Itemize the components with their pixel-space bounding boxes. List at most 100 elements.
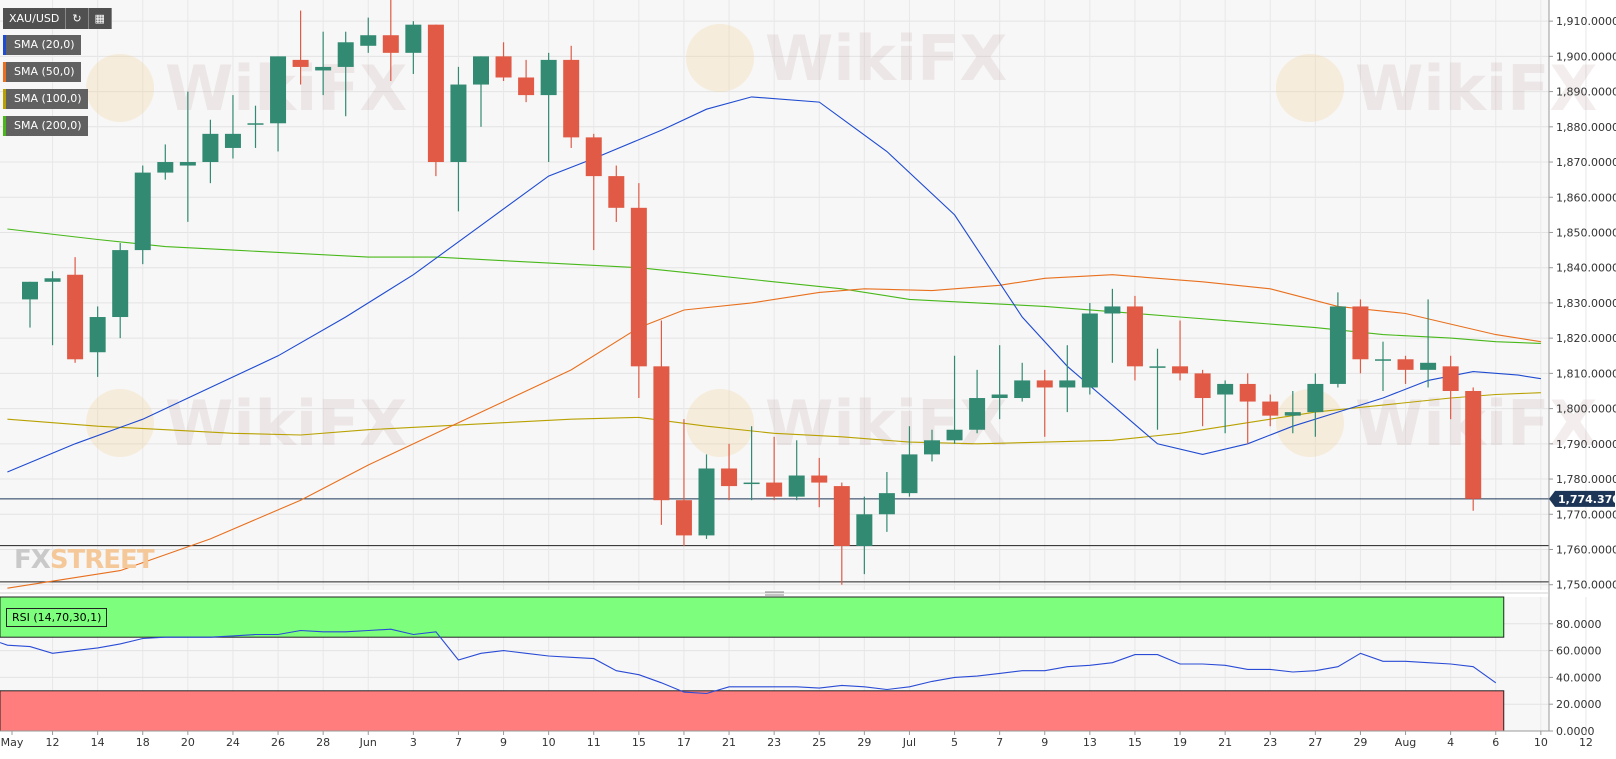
candle xyxy=(924,429,940,462)
candle xyxy=(1262,394,1279,427)
candle-body xyxy=(1172,366,1189,374)
x-tick-label: 26 xyxy=(271,736,285,749)
candle xyxy=(1172,320,1189,381)
x-tick-label: 21 xyxy=(1218,736,1232,749)
x-tick-label: 19 xyxy=(1173,736,1187,749)
watermark-text: WikiFX xyxy=(765,22,1007,95)
candle-body xyxy=(901,454,918,494)
symbol-label[interactable]: XAU/USD xyxy=(3,8,67,29)
rsi-legend[interactable]: RSI (14,70,30,1) xyxy=(6,608,108,627)
legend-sma50[interactable]: SMA (50,0) xyxy=(3,62,81,82)
candle-body xyxy=(856,514,873,546)
x-tick-label: 15 xyxy=(632,736,646,749)
candle xyxy=(179,91,196,222)
candle-body xyxy=(315,66,332,71)
sma200-line xyxy=(7,228,1541,344)
candle xyxy=(1081,302,1098,395)
candle xyxy=(630,183,647,399)
candle-body xyxy=(337,42,354,67)
x-tick-label: 13 xyxy=(1083,736,1097,749)
candle-body xyxy=(1442,366,1459,391)
candle-body xyxy=(563,59,580,138)
y-tick-label: 1,790.0000 xyxy=(1556,438,1616,451)
candle xyxy=(224,95,241,159)
candle xyxy=(698,454,715,539)
y-tick-label: 1,830.0000 xyxy=(1556,297,1616,310)
last-price-tag xyxy=(1549,490,1615,507)
candle-body xyxy=(1329,306,1346,384)
x-tick-label: 12 xyxy=(1579,736,1593,749)
x-tick-label: 5 xyxy=(951,736,958,749)
candle-body xyxy=(585,137,602,177)
rsi-tick-label: 40.0000 xyxy=(1556,671,1602,684)
candle-body xyxy=(1217,383,1234,395)
candle-body xyxy=(540,59,557,96)
candle-body xyxy=(608,176,625,208)
candle xyxy=(901,426,918,497)
candle xyxy=(1239,373,1256,444)
candle xyxy=(473,56,489,127)
x-tick-label: 10 xyxy=(1534,736,1548,749)
candle-body xyxy=(946,429,963,441)
y-tick-label: 1,910.0000 xyxy=(1556,15,1616,28)
candle xyxy=(608,165,625,222)
candle-body xyxy=(630,207,647,367)
candle-body xyxy=(44,278,61,282)
x-tick-label: 21 xyxy=(722,736,736,749)
watermark-logo-icon xyxy=(686,389,754,457)
candle xyxy=(22,281,38,328)
legend-sma100[interactable]: SMA (100,0) xyxy=(3,89,88,109)
candle xyxy=(1397,355,1414,384)
watermarks: WikiFXWikiFXWikiFXWikiFXWikiFXWikiFX xyxy=(86,22,1597,460)
sma20-line xyxy=(7,96,1541,473)
candle xyxy=(157,144,174,180)
candle xyxy=(315,31,332,96)
watermark-text: WikiFX xyxy=(1355,52,1597,125)
pane-splitter[interactable] xyxy=(0,591,1549,596)
candle xyxy=(1014,362,1031,402)
candle-body xyxy=(1239,383,1256,402)
candle-body xyxy=(67,274,84,360)
candle-body xyxy=(1284,412,1301,416)
candle-body xyxy=(833,486,850,546)
legend-sma20[interactable]: SMA (20,0) xyxy=(3,35,81,55)
y-tick-label: 1,750.0000 xyxy=(1556,579,1616,592)
rsi-tick-label: 0.0000 xyxy=(1556,725,1595,738)
y-tick-label: 1,860.0000 xyxy=(1556,191,1616,204)
candle-body xyxy=(878,493,895,515)
candle xyxy=(1329,292,1346,388)
candle xyxy=(44,271,61,346)
calendar-icon[interactable]: ▦ xyxy=(89,8,112,29)
candle-body xyxy=(518,77,535,96)
candle-body xyxy=(134,172,151,251)
last-price-label: 1,774.3700 xyxy=(1558,493,1616,506)
rsi-line xyxy=(0,628,1497,695)
candle xyxy=(1465,387,1482,511)
candles[interactable] xyxy=(22,0,1482,585)
candle-body xyxy=(360,35,377,46)
candle xyxy=(563,45,580,148)
watermark-text: WikiFX xyxy=(165,387,407,460)
x-tick-label: 3 xyxy=(410,736,417,749)
y-tick-label: 1,900.0000 xyxy=(1556,50,1616,63)
candle-body xyxy=(1194,373,1211,399)
refresh-icon[interactable]: ↻ xyxy=(66,8,89,29)
candle-body xyxy=(495,56,512,78)
candle-body xyxy=(89,317,106,353)
candle-body xyxy=(1036,380,1053,388)
rsi-tick-label: 60.0000 xyxy=(1556,645,1602,658)
candle xyxy=(292,10,309,85)
y-tick-label: 1,890.0000 xyxy=(1556,86,1616,99)
x-tick-label: 6 xyxy=(1492,736,1499,749)
candle-body xyxy=(473,56,489,85)
candle xyxy=(1104,288,1121,363)
candle-body xyxy=(382,35,399,53)
x-tick-label: Jun xyxy=(359,736,377,749)
candle xyxy=(856,496,873,575)
candle-body xyxy=(675,500,692,536)
x-tick-label: 24 xyxy=(226,736,240,749)
x-tick-label: 27 xyxy=(1308,736,1322,749)
legend-sma200[interactable]: SMA (200,0) xyxy=(3,116,88,136)
candle-body xyxy=(991,394,1008,399)
